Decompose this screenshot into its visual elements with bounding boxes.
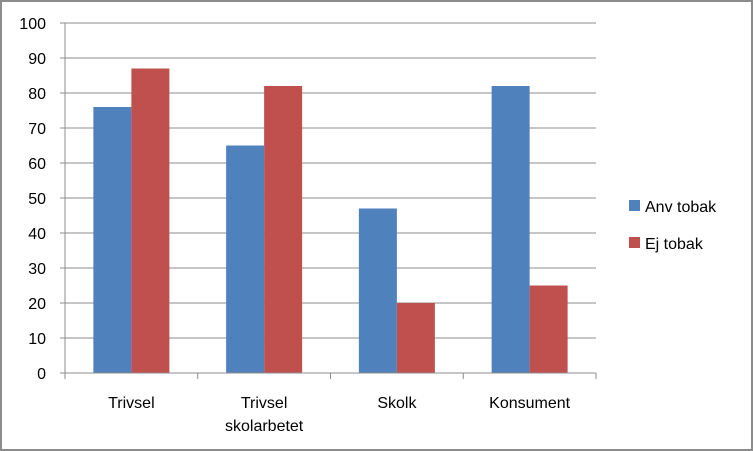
bar-anv-tobak [491, 86, 530, 373]
x-category-label: Trivsel [108, 395, 155, 412]
y-tick-label: 0 [37, 366, 46, 383]
legend-swatch [629, 200, 640, 211]
legend: Anv tobak Ej tobak [629, 199, 717, 253]
y-tick-label: 50 [28, 191, 46, 208]
bar-ej-tobak [131, 68, 170, 373]
x-category-label: Trivsel skolarbetet [225, 395, 304, 435]
axes [60, 22, 597, 379]
y-tick-label: 70 [28, 121, 46, 138]
y-tick-labels: 0 10 20 30 40 50 60 70 80 90 100 [19, 16, 46, 383]
x-category-label: Konsument [489, 395, 570, 412]
bar-ej-tobak [264, 86, 303, 373]
y-tick-label: 40 [28, 226, 46, 243]
legend-label: Anv tobak [645, 199, 717, 216]
y-tick-label: 80 [28, 86, 46, 103]
bar-ej-tobak [529, 285, 568, 373]
bar-ej-tobak [396, 303, 435, 373]
y-tick-label: 30 [28, 261, 46, 278]
y-tick-label: 60 [28, 156, 46, 173]
legend-label: Ej tobak [645, 236, 704, 253]
y-tick-label: 100 [19, 16, 46, 33]
x-category-labels: Trivsel Trivsel skolarbetet Skolk Konsument [108, 395, 571, 435]
bar-anv-tobak [358, 208, 397, 373]
bar-anv-tobak [93, 107, 132, 373]
y-tick-label: 20 [28, 296, 46, 313]
y-tick-label: 10 [28, 331, 46, 348]
legend-swatch [629, 237, 640, 248]
y-tick-label: 90 [28, 51, 46, 68]
bar-anv-tobak [226, 145, 265, 373]
bars [93, 68, 568, 373]
x-category-label: Skolk [377, 395, 417, 412]
